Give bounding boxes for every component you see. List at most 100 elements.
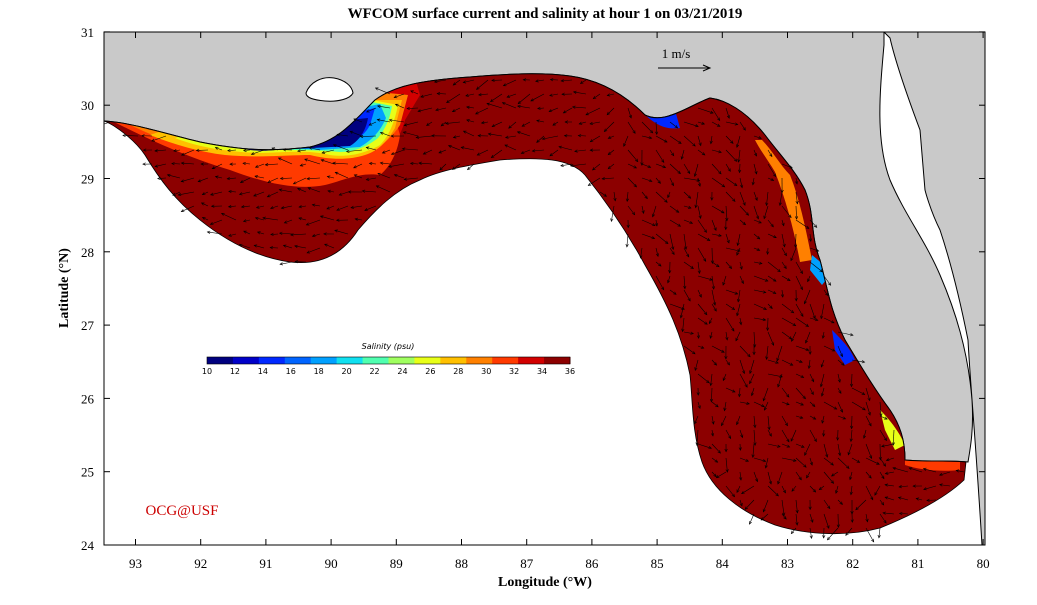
- y-axis-label: Latitude (°N): [57, 248, 72, 328]
- current-vector-head: [756, 215, 760, 220]
- current-vector: [725, 135, 734, 144]
- current-vector-head: [335, 218, 340, 222]
- current-vector: [452, 163, 461, 170]
- current-vector-head: [239, 180, 244, 183]
- current-vector: [823, 457, 834, 466]
- current-vector-head: [915, 497, 920, 501]
- current-vector: [767, 275, 777, 282]
- current-vector-head: [267, 180, 272, 183]
- current-vector: [530, 93, 545, 102]
- current-vector: [725, 261, 732, 269]
- current-vector: [739, 261, 743, 270]
- current-vector: [549, 93, 559, 96]
- current-vector: [611, 205, 615, 222]
- current-vector: [606, 107, 615, 115]
- current-vector: [711, 219, 717, 231]
- x-tick-label: 81: [911, 556, 924, 571]
- current-vector: [683, 219, 693, 224]
- current-vector: [210, 191, 223, 196]
- current-vector-head: [795, 200, 799, 205]
- current-vector-head: [689, 220, 694, 224]
- current-vector-head: [771, 342, 775, 346]
- current-vector: [669, 149, 675, 156]
- current-vector: [795, 471, 802, 480]
- current-vector: [655, 121, 658, 135]
- current-vector-head: [151, 138, 155, 142]
- current-vector: [820, 373, 825, 387]
- current-vector-head: [819, 269, 823, 273]
- current-vector-head: [765, 356, 769, 360]
- current-vector-head: [445, 121, 449, 125]
- current-vector: [626, 191, 629, 202]
- current-vector: [592, 163, 601, 171]
- current-vector-head: [811, 403, 816, 407]
- current-vector-head: [710, 110, 714, 114]
- current-vector: [879, 457, 886, 467]
- current-vector: [552, 121, 559, 126]
- current-vector: [327, 176, 335, 179]
- current-vector: [613, 191, 616, 201]
- current-vector-head: [739, 477, 743, 481]
- current-vector: [593, 93, 601, 99]
- current-vector: [710, 331, 713, 339]
- current-vector: [823, 317, 835, 324]
- current-vector-head: [795, 509, 799, 514]
- current-vector-head: [725, 469, 729, 473]
- current-vector-head: [897, 496, 902, 500]
- current-vector-head: [807, 365, 811, 370]
- current-vector-head: [683, 285, 687, 290]
- current-vector-head: [279, 262, 283, 266]
- current-vector: [281, 205, 293, 209]
- current-vector: [521, 149, 531, 154]
- current-vector-head: [633, 183, 637, 188]
- current-vector: [767, 429, 772, 437]
- current-vector: [181, 177, 195, 182]
- current-vector-head: [869, 455, 873, 459]
- current-vector-head: [791, 488, 795, 492]
- current-vector-head: [681, 328, 685, 333]
- current-vector: [453, 135, 461, 138]
- current-vector-head: [751, 454, 755, 458]
- current-vector-head: [805, 323, 810, 327]
- current-vector: [640, 247, 643, 259]
- current-vector: [488, 133, 503, 137]
- current-vector: [795, 177, 798, 185]
- current-vector: [293, 177, 307, 185]
- current-vector: [765, 457, 769, 469]
- current-vector: [683, 191, 691, 199]
- current-vector-head: [861, 360, 866, 364]
- current-vector: [683, 233, 687, 250]
- current-vector-head: [601, 177, 606, 181]
- current-vector-head: [606, 111, 611, 116]
- y-tick-label: 24: [81, 538, 95, 553]
- current-vector-head: [172, 192, 176, 196]
- current-vector: [737, 233, 741, 246]
- current-vector-head: [881, 444, 885, 448]
- current-vector: [749, 359, 755, 374]
- current-vector: [795, 275, 803, 290]
- current-vector: [417, 107, 433, 112]
- current-vector: [201, 202, 209, 207]
- current-vector: [753, 275, 768, 282]
- ten-thousand-islands-plume: [880, 410, 905, 450]
- current-vector: [804, 289, 811, 304]
- current-vector: [440, 121, 447, 127]
- current-vector: [453, 79, 461, 86]
- current-vector: [506, 93, 517, 98]
- current-vector: [865, 387, 871, 401]
- current-vector-head: [648, 179, 653, 183]
- current-vector: [389, 119, 405, 123]
- current-vector: [879, 401, 882, 417]
- current-vector-head: [327, 189, 331, 193]
- current-vector: [711, 345, 725, 353]
- current-vector: [669, 177, 674, 186]
- current-vector-head: [326, 206, 330, 210]
- current-vector: [739, 163, 741, 173]
- current-vector-head: [390, 151, 395, 155]
- current-vector-head: [270, 232, 274, 236]
- current-vector: [178, 191, 195, 196]
- current-vector: [402, 148, 419, 151]
- current-vector-head: [813, 438, 817, 443]
- y-tick-label: 28: [81, 245, 94, 260]
- current-vector-head: [521, 123, 526, 127]
